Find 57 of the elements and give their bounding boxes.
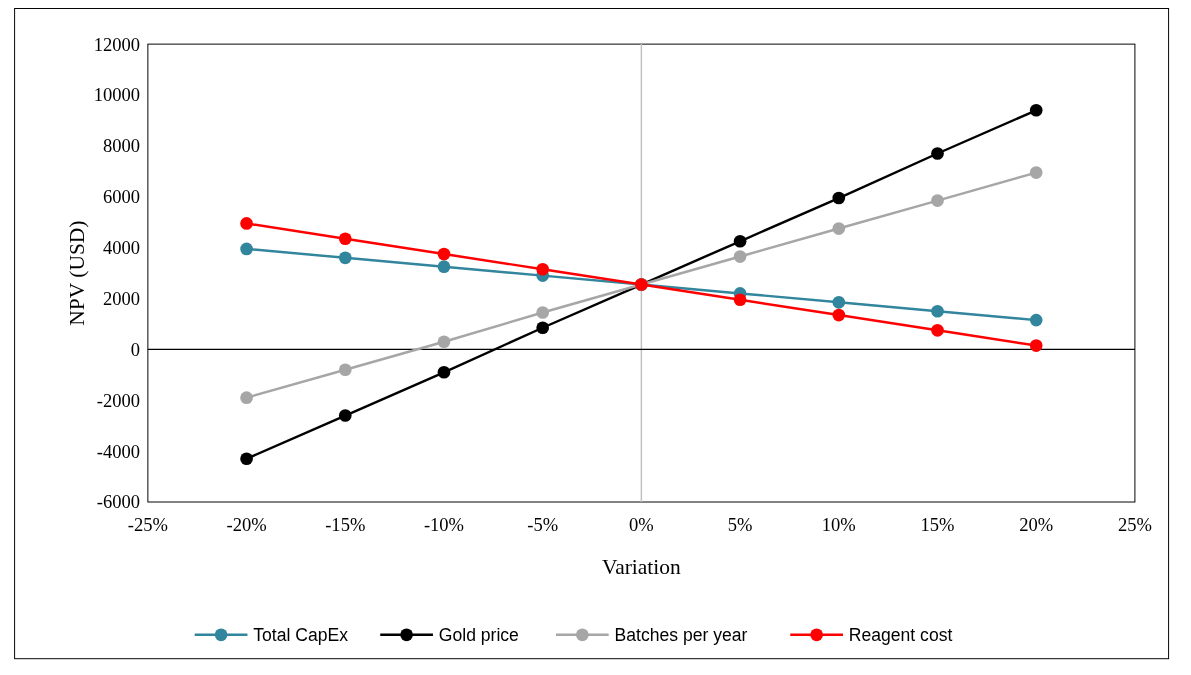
point [338, 251, 352, 265]
point [931, 194, 944, 207]
point [338, 409, 352, 422]
x-tick-label: 0% [629, 514, 654, 536]
y-tick-label: 12000 [93, 33, 141, 55]
point [832, 295, 846, 309]
legend-label: Gold price [438, 624, 519, 645]
y-tick-label: -2000 [96, 389, 141, 411]
x-tick-label: 25% [1117, 514, 1152, 536]
point [733, 250, 747, 263]
point [832, 308, 846, 322]
y-tick-label: 10000 [93, 84, 141, 106]
point [240, 452, 253, 466]
point [437, 260, 451, 274]
point [437, 365, 451, 379]
y-tick-label: 4000 [103, 237, 141, 259]
point [536, 321, 550, 335]
y-tick-label: -4000 [96, 440, 141, 462]
y-tick-label: 8000 [103, 135, 141, 157]
point [931, 323, 944, 337]
x-tick-label: 5% [727, 514, 753, 536]
point [437, 335, 451, 349]
x-tick-label: -25% [127, 514, 168, 536]
point [733, 234, 747, 248]
point [733, 293, 747, 307]
y-tick-label: 2000 [103, 287, 141, 309]
y-tick-label: 0 [130, 338, 141, 360]
point [338, 363, 352, 377]
x-tick-label: 10% [821, 514, 856, 536]
point [832, 191, 846, 205]
x-tick-label: -20% [226, 514, 267, 536]
x-tick-label: -15% [325, 514, 366, 536]
point [1029, 166, 1043, 179]
legend-label: Reagent cost [848, 624, 953, 645]
point [240, 217, 253, 230]
point [536, 262, 550, 276]
x-tick-label: -10% [423, 514, 465, 536]
point [338, 232, 352, 246]
point [240, 242, 253, 256]
point [1029, 103, 1043, 117]
y-tick-label: 6000 [103, 186, 141, 208]
point [536, 306, 550, 319]
x-tick-label: -5% [527, 514, 559, 536]
x-tick-label: 15% [920, 514, 955, 536]
point [931, 147, 944, 160]
legend-label: Total CapEx [253, 624, 349, 645]
point [1029, 313, 1043, 327]
point [437, 247, 451, 261]
point [931, 304, 944, 318]
point [832, 222, 846, 235]
y-axis-title: NPV (USD) [65, 220, 90, 326]
x-tick-label: 20% [1019, 514, 1054, 536]
legend-label: Batches per year [614, 624, 748, 645]
x-axis-title: Variation [602, 555, 681, 580]
y-tick-label: -6000 [96, 491, 141, 513]
point [240, 391, 253, 405]
point [1029, 339, 1043, 352]
